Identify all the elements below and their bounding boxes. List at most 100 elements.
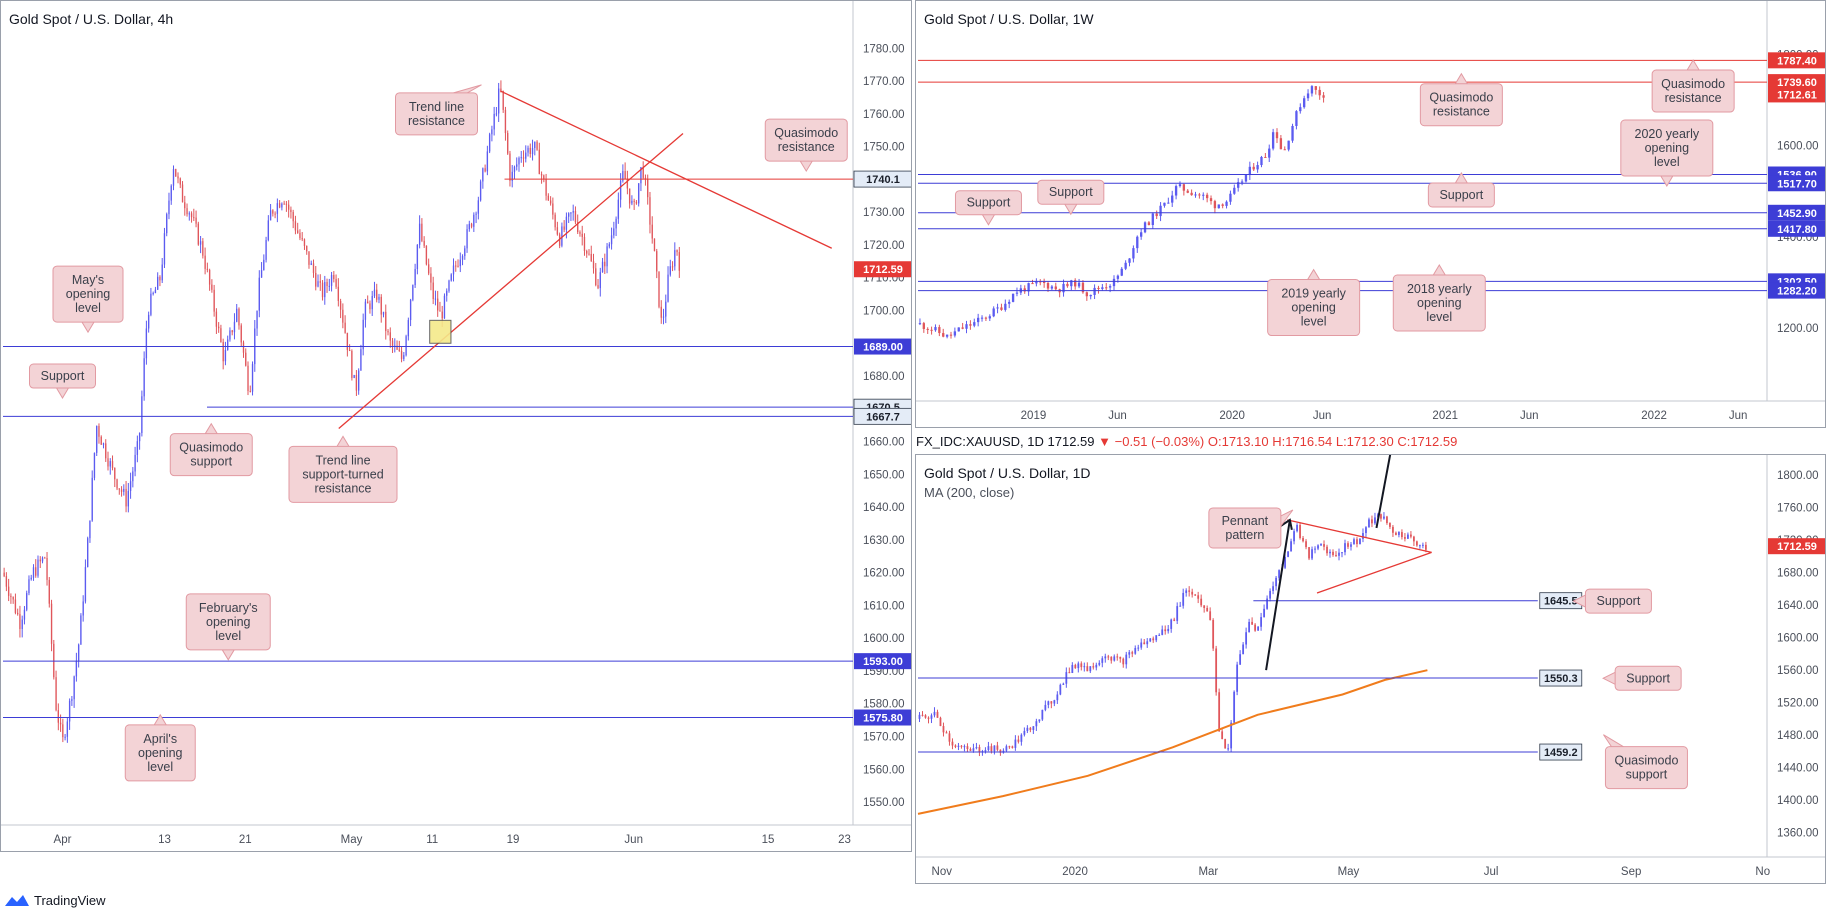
candle-body: [1159, 205, 1162, 217]
ohlc-open: O:1713.10: [1207, 434, 1269, 449]
candle-body: [588, 253, 590, 255]
candle-body: [105, 443, 107, 459]
callout-box: [764, 118, 848, 162]
candle-body: [346, 332, 349, 350]
candle-body: [1217, 204, 1220, 209]
candle-body: [1008, 301, 1011, 304]
callout-box: [288, 445, 398, 503]
ohlc-change: −0.51 (−0.03%): [1114, 434, 1205, 449]
candle-body: [1202, 194, 1205, 196]
y-tick-label: 1680.00: [863, 371, 905, 383]
candles: [918, 512, 1427, 757]
candle-body: [1209, 198, 1213, 202]
candle-body: [520, 157, 522, 159]
candle-body: [152, 293, 154, 295]
candle-body: [1132, 248, 1135, 259]
chart-pane-1w[interactable]: Gold Spot / U.S. Dollar, 1W 1200.00 1400.…: [915, 0, 1826, 428]
candle-body: [973, 322, 976, 326]
candle-body: [926, 328, 929, 330]
candle-body: [457, 265, 459, 267]
candle-body: [355, 375, 358, 391]
candle-body: [1284, 556, 1286, 568]
candle-body: [1020, 734, 1023, 742]
candle-body: [942, 726, 945, 733]
candle-body: [927, 717, 930, 719]
candle-body: [1422, 544, 1424, 546]
candle-body: [613, 228, 615, 236]
callout-pointer: [56, 387, 69, 400]
candle-body: [407, 320, 410, 337]
chart-svg-1d[interactable]: 1360.00 1400.00 1440.00 1480.00 1520.00 1560.…: [916, 455, 1826, 884]
candle-body: [1031, 283, 1034, 285]
candle-body: [1124, 262, 1127, 269]
candle-body: [430, 273, 432, 283]
candle-body: [224, 349, 227, 362]
candle-body: [1066, 283, 1069, 287]
candle-body: [671, 266, 674, 268]
candle-body: [211, 284, 213, 290]
candle-body: [263, 259, 265, 271]
candle-body: [452, 265, 455, 275]
candle-body: [1039, 281, 1042, 283]
candle-body: [57, 710, 60, 723]
candle-body: [1271, 132, 1275, 149]
y-tick-label: 1610.00: [863, 600, 905, 612]
y-tick-label: 1760.00: [863, 109, 905, 121]
chart-svg-1w[interactable]: 1200.001400.001600.001800.002019Jun2020J…: [916, 1, 1826, 428]
chart-pane-4h[interactable]: Gold Spot / U.S. Dollar, 4h 1550.00 1560.…: [0, 0, 912, 852]
candle-body: [1419, 545, 1421, 547]
candle-body: [1305, 541, 1307, 548]
candle-body: [1425, 544, 1427, 550]
candle-body: [1341, 552, 1343, 554]
candle-body: [32, 567, 35, 578]
callout-text: opening: [206, 615, 251, 629]
candle-body: [403, 355, 405, 359]
candle-body: [1245, 632, 1248, 645]
chart-indicator-label: MA (200, close): [924, 485, 1015, 500]
callout-pointer: [1280, 509, 1294, 527]
price-tag-label: 1712.61: [1777, 89, 1817, 101]
x-tick-label: Apr: [54, 834, 72, 846]
y-tick-label: 1480.00: [1777, 730, 1819, 742]
candle-body: [493, 113, 495, 130]
candle-body: [581, 233, 583, 237]
callout-text: opening: [1291, 301, 1336, 315]
candle-body: [1395, 532, 1397, 535]
callout-pointer: [1454, 72, 1468, 84]
callout-box: [1037, 179, 1105, 205]
candle-body: [567, 213, 570, 217]
candle-body: [1299, 107, 1302, 112]
candle-body: [1097, 287, 1100, 289]
candle-body: [543, 175, 545, 180]
chart-pane-1d[interactable]: Gold Spot / U.S. Dollar, 1D MA (200, clo…: [915, 454, 1826, 884]
candle-body: [1081, 282, 1085, 293]
candle-body: [1074, 280, 1077, 287]
candle-body: [957, 745, 960, 747]
callout-text: resistance: [778, 140, 835, 154]
candle-body: [434, 298, 437, 300]
candle-body: [1244, 175, 1248, 182]
candle-body: [233, 321, 236, 333]
candle-body: [558, 234, 561, 246]
candle-body: [283, 203, 285, 205]
candle-body: [321, 282, 324, 298]
candle-body: [1050, 701, 1053, 704]
candle-body: [30, 577, 32, 580]
candle-body: [556, 227, 559, 235]
candle-body: [1143, 642, 1146, 645]
x-tick-label: 19: [507, 834, 520, 846]
callout-pointer: [982, 214, 995, 226]
trend-line: [1375, 455, 1392, 529]
callout-box: [1392, 274, 1486, 332]
candle-body: [513, 166, 516, 172]
candle-body: [1356, 539, 1358, 545]
candle-body: [1185, 590, 1188, 593]
candle-body: [1050, 286, 1054, 289]
y-tick-label: 1600.00: [1777, 141, 1819, 153]
annotation-callout: Support: [1602, 665, 1682, 691]
candle-body: [1221, 204, 1224, 206]
candle-body: [256, 310, 258, 329]
candle-body: [1011, 746, 1014, 748]
chart-svg-4h[interactable]: 1550.001560.001570.001580.001590.001600.…: [1, 1, 912, 852]
